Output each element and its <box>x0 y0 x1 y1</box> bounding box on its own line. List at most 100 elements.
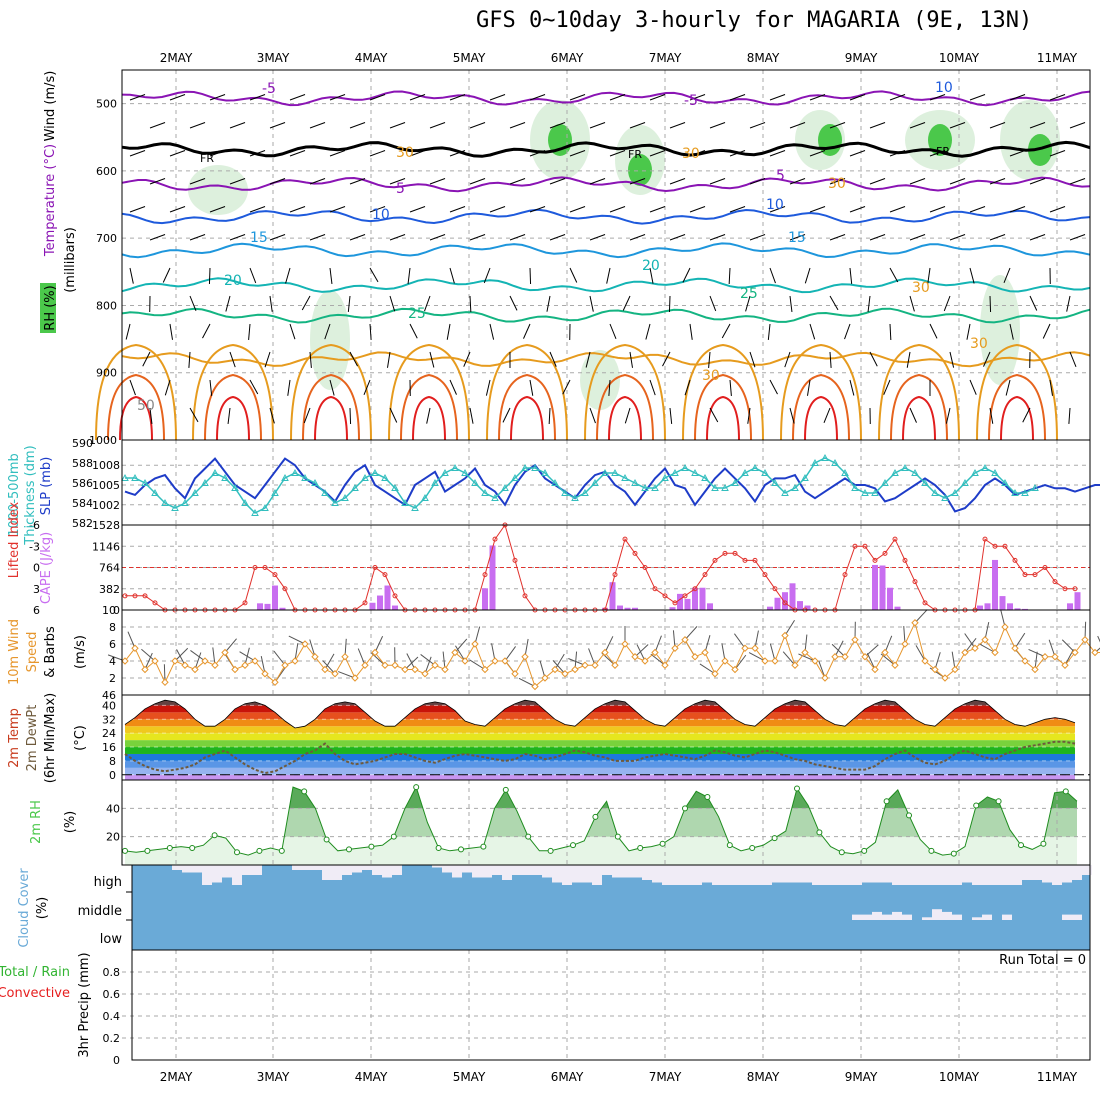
wind-barb <box>269 178 286 185</box>
rh-point <box>682 805 688 812</box>
cape-bar <box>707 603 713 610</box>
li-point <box>282 586 288 592</box>
isotherm-loop <box>804 395 838 441</box>
wind-barb <box>322 660 336 675</box>
wind-barb <box>849 267 853 284</box>
li-point <box>982 536 988 542</box>
isotherm-loop <box>706 395 740 441</box>
cape-bar <box>699 587 706 610</box>
cloud-high-gap <box>862 865 872 883</box>
wind-barb <box>1009 150 1026 157</box>
li-point <box>482 572 488 578</box>
wind-point <box>691 653 699 661</box>
wind-barb <box>909 122 926 129</box>
rh-point <box>861 847 868 854</box>
wind-barb <box>289 94 306 101</box>
wind-barb <box>1049 94 1066 101</box>
li-point <box>742 557 748 563</box>
wind-barb <box>347 295 351 312</box>
isotherm-loop <box>388 343 470 441</box>
thickness-point <box>361 473 369 481</box>
y-tick-upper: 900 <box>96 367 117 380</box>
cloud-high-gap <box>972 865 982 885</box>
wind-point <box>1061 661 1069 669</box>
cape-bar <box>384 585 391 610</box>
cape-bar <box>1007 603 1013 610</box>
wind-barb <box>129 206 146 213</box>
wind-point <box>941 674 949 682</box>
rh-point <box>928 847 935 854</box>
wind-barb <box>224 638 237 653</box>
cloud-high-gap <box>652 865 662 883</box>
date-bottom: 2MAY <box>160 1070 193 1084</box>
cape-bar <box>992 559 998 610</box>
wind-barb <box>141 648 156 662</box>
y-tick-cape: 0 <box>113 604 120 617</box>
y-tick-wind: 10 <box>102 604 116 617</box>
wind-barb <box>303 407 311 424</box>
wind-point <box>571 665 579 674</box>
wind-point <box>471 640 479 648</box>
upper-air-panel: -5 -5 FR FR FR 5 5 10 10 15 15 20 20 25 25 30 30 30 30 30 30… <box>89 70 1091 447</box>
wind-barb <box>789 295 793 312</box>
wind-barb <box>529 206 546 213</box>
cloud-high-gap <box>902 865 912 885</box>
wind-barb <box>349 234 366 241</box>
thickness-point <box>281 473 289 481</box>
temp-band <box>125 733 1075 741</box>
wind-barb <box>1029 295 1038 311</box>
cloud-high-gap <box>742 865 752 885</box>
li-point <box>992 543 998 549</box>
y-tick-upper: 600 <box>96 165 117 178</box>
y-tick-precip: 0.2 <box>103 1032 121 1045</box>
wind-barb <box>609 323 617 340</box>
thickness-point <box>891 468 899 476</box>
wind-point <box>481 665 489 674</box>
wind-barb <box>363 379 371 396</box>
y-tick-thickness: 582 <box>72 517 93 530</box>
contour-label-FR: FR <box>200 152 214 165</box>
cloud-level-low: low <box>100 932 123 947</box>
wind-barb <box>749 234 766 241</box>
contour-label-FR: FR <box>628 148 642 161</box>
rh-band <box>125 808 1077 837</box>
rh-point <box>973 802 980 809</box>
cloud-high-gap <box>642 865 652 880</box>
cloud-mid-gap <box>1002 914 1012 920</box>
cloud-high-gap <box>192 865 202 873</box>
wind-barb <box>669 122 686 129</box>
li-point <box>872 557 878 563</box>
isotherm-loop <box>608 395 642 441</box>
cloud-mid-gap <box>942 911 952 920</box>
wind-barb <box>289 323 296 340</box>
wind-barb <box>669 407 673 424</box>
li-point <box>1022 572 1028 578</box>
date-top: 7MAY <box>649 51 682 65</box>
wind-barb <box>989 295 992 313</box>
wind-barb <box>929 323 938 339</box>
thickness-point <box>751 463 759 471</box>
contour-label-m5: -5 <box>684 93 698 109</box>
wind-barb <box>1069 122 1086 129</box>
rh-point <box>166 845 173 851</box>
rh-point <box>749 845 756 851</box>
wind-point <box>701 648 709 657</box>
wind-point <box>631 653 639 661</box>
wind-barb <box>409 323 418 339</box>
date-bottom: 5MAY <box>453 1070 486 1084</box>
date-bottom: 10MAY <box>939 1070 980 1084</box>
li-point <box>1072 586 1078 592</box>
date-top: 8MAY <box>747 51 780 65</box>
wind-barb <box>669 178 686 185</box>
wind-barb <box>554 653 565 670</box>
li-point <box>782 600 788 606</box>
wind-barb <box>1068 407 1071 424</box>
wind-barb <box>649 150 666 157</box>
wind-point <box>931 665 939 674</box>
cloud-high-gap <box>662 865 672 885</box>
isotherm-loop <box>988 373 1046 441</box>
cloud-high-gap <box>582 865 592 883</box>
wind-barb <box>589 122 606 129</box>
li-point <box>842 572 848 578</box>
cloud-high-gap <box>522 865 532 875</box>
